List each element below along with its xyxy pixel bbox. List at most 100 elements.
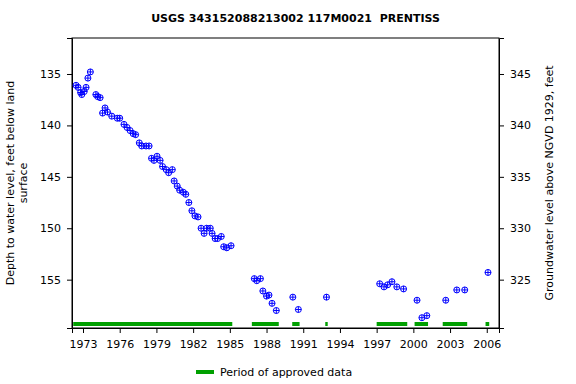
tick-mark — [67, 125, 72, 126]
marker-circle — [257, 276, 263, 282]
data-point — [273, 308, 279, 314]
tick-label: 145 — [40, 171, 61, 184]
tick-label: 1985 — [216, 338, 244, 351]
tick-label: 335 — [510, 171, 531, 184]
marker-cross — [273, 308, 279, 314]
y-axis-title-line: surface — [17, 162, 30, 203]
marker-cross — [394, 284, 400, 290]
y2-axis-title: Groundwater level above NGVD 1929, feet — [543, 65, 556, 301]
marker-cross — [195, 214, 201, 220]
marker-cross — [151, 157, 157, 163]
marker-circle — [146, 143, 152, 149]
tick-mark — [340, 328, 341, 333]
marker-cross — [295, 306, 301, 312]
approved-period — [252, 322, 279, 326]
tick-mark — [230, 328, 231, 333]
data-point — [228, 243, 234, 249]
tick: 330 — [499, 222, 531, 235]
marker-cross — [117, 115, 123, 121]
tick-label: 150 — [40, 222, 61, 235]
marker-cross — [323, 294, 329, 300]
tick: 1991 — [290, 328, 318, 351]
y-axis: 135 140 145 150 155 — [40, 39, 73, 329]
tick: 150 — [40, 222, 72, 235]
data-point — [462, 287, 468, 293]
tick: 145 — [40, 171, 72, 184]
marker-cross — [462, 287, 468, 293]
marker-circle — [424, 313, 430, 319]
marker-cross — [266, 292, 272, 298]
data-point — [97, 95, 103, 101]
data-point — [414, 297, 420, 303]
data-point — [424, 313, 430, 319]
data-point — [443, 297, 449, 303]
marker-circle — [83, 84, 89, 90]
tick: 2000 — [400, 328, 428, 351]
axis-line — [73, 329, 500, 334]
data-point — [394, 284, 400, 290]
marker-circle — [401, 286, 407, 292]
marker-circle — [117, 115, 123, 121]
tick-label: 1979 — [143, 338, 171, 351]
data-point — [401, 286, 407, 292]
marker-cross — [290, 294, 296, 300]
marker-circle — [443, 297, 449, 303]
tick-mark — [303, 328, 304, 333]
tick-label: 155 — [40, 274, 61, 287]
tick-mark — [67, 177, 72, 178]
marker-circle — [454, 287, 460, 293]
data-point — [485, 269, 491, 275]
data-point — [186, 200, 192, 206]
tick-mark — [267, 328, 268, 333]
tick: 1979 — [143, 328, 171, 351]
chart: 1973197619791982198519881991199419972000… — [0, 0, 576, 384]
marker-cross — [443, 297, 449, 303]
marker-circle — [195, 214, 201, 220]
tick-mark — [499, 228, 504, 229]
marker-circle — [183, 191, 189, 197]
marker-cross — [133, 132, 139, 138]
marker-circle — [295, 306, 301, 312]
approved-period — [292, 322, 299, 326]
tick-label: 1976 — [106, 338, 134, 351]
marker-circle — [462, 287, 468, 293]
tick-label: 140 — [40, 119, 61, 132]
legend-swatch — [196, 370, 214, 374]
tick-mark — [83, 328, 84, 333]
data-point — [133, 132, 139, 138]
marker-cross — [218, 233, 224, 239]
data-point — [295, 306, 301, 312]
plot-frame — [72, 38, 499, 328]
data-point — [218, 233, 224, 239]
tick: 140 — [40, 119, 72, 132]
tick: 135 — [40, 68, 72, 81]
tick: 155 — [40, 274, 72, 287]
marker-circle — [394, 284, 400, 290]
tick-label: 330 — [510, 222, 531, 235]
tick-label: 1994 — [326, 338, 354, 351]
y-axis-title-line: Depth to water level, feet below land — [4, 81, 17, 286]
data-point — [146, 143, 152, 149]
tick-mark — [377, 328, 378, 333]
marker-cross — [454, 287, 460, 293]
plot-area — [73, 69, 491, 326]
tick: 325 — [499, 274, 531, 287]
tick-label: 345 — [510, 68, 531, 81]
marker-cross — [183, 191, 189, 197]
tick-mark — [67, 228, 72, 229]
marker-circle — [485, 269, 491, 275]
data-point — [117, 115, 123, 121]
marker-cross — [257, 276, 263, 282]
marker-circle — [151, 157, 157, 163]
tick: 335 — [499, 171, 531, 184]
marker-cross — [385, 282, 391, 288]
tick: 345 — [499, 68, 531, 81]
data-point — [389, 279, 395, 285]
tick: 1988 — [253, 328, 281, 351]
marker-cross — [97, 95, 103, 101]
tick-mark — [499, 280, 504, 281]
tick: 2003 — [437, 328, 465, 351]
data-point — [87, 69, 93, 75]
tick-mark — [120, 328, 121, 333]
marker-circle — [269, 300, 275, 306]
